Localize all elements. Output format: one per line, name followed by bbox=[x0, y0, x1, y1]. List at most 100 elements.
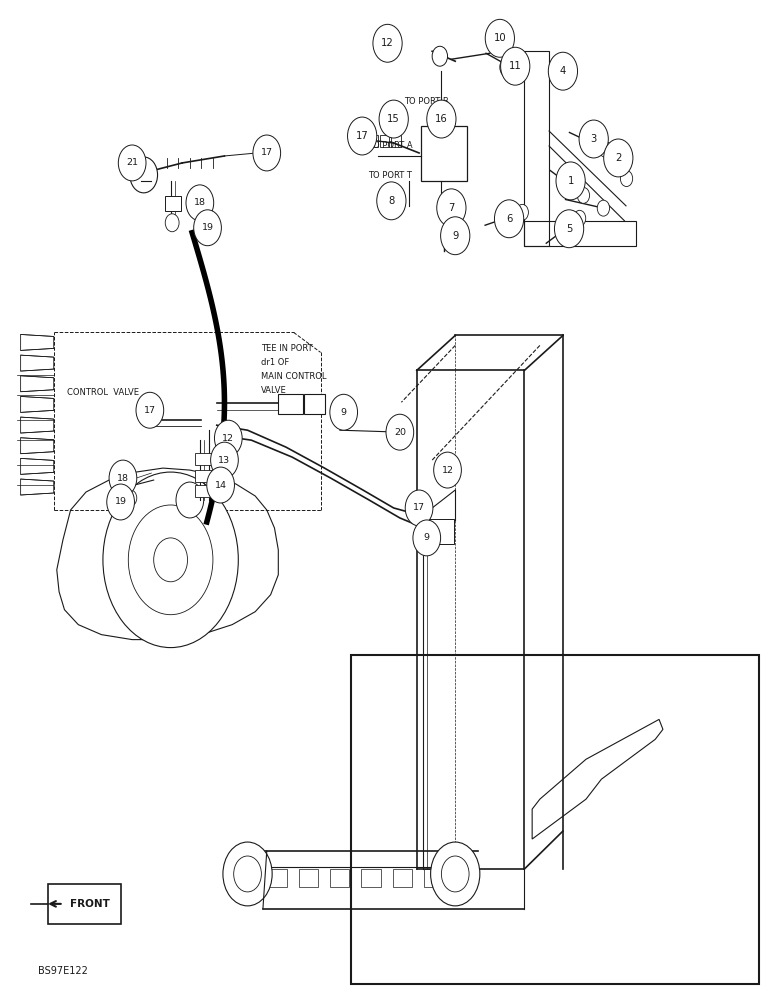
Text: 9: 9 bbox=[424, 533, 430, 542]
Text: MAIN CONTROL: MAIN CONTROL bbox=[262, 372, 327, 381]
Text: 16: 16 bbox=[435, 114, 448, 124]
Text: 4: 4 bbox=[560, 66, 566, 76]
Circle shape bbox=[577, 187, 590, 203]
Text: 9: 9 bbox=[452, 231, 459, 241]
Circle shape bbox=[579, 120, 608, 158]
Text: 1: 1 bbox=[567, 176, 574, 186]
Bar bbox=[165, 196, 181, 211]
Text: 3: 3 bbox=[591, 134, 597, 144]
Circle shape bbox=[574, 210, 586, 226]
Circle shape bbox=[109, 460, 137, 496]
Bar bbox=[48, 884, 120, 924]
Text: VALVE: VALVE bbox=[262, 386, 287, 395]
Circle shape bbox=[500, 47, 530, 85]
Bar bbox=[279, 394, 303, 414]
Text: 19: 19 bbox=[201, 223, 214, 232]
Circle shape bbox=[499, 57, 515, 77]
Circle shape bbox=[176, 482, 204, 518]
Circle shape bbox=[494, 200, 523, 238]
Text: TO PORT A: TO PORT A bbox=[368, 141, 413, 150]
Bar bbox=[455, 869, 475, 887]
Text: 8: 8 bbox=[388, 196, 394, 206]
Circle shape bbox=[347, 117, 377, 155]
Text: 18: 18 bbox=[117, 474, 129, 483]
Bar bbox=[419, 519, 454, 544]
Circle shape bbox=[207, 467, 235, 503]
Bar bbox=[267, 869, 286, 887]
Circle shape bbox=[486, 19, 514, 57]
Circle shape bbox=[128, 505, 213, 615]
Circle shape bbox=[386, 414, 414, 450]
Circle shape bbox=[437, 189, 466, 227]
Text: TO PORT B: TO PORT B bbox=[405, 97, 449, 106]
Text: CONTROL  VALVE: CONTROL VALVE bbox=[66, 388, 139, 397]
Circle shape bbox=[554, 210, 584, 248]
Text: 17: 17 bbox=[413, 503, 425, 512]
Circle shape bbox=[441, 217, 470, 255]
Text: 21: 21 bbox=[126, 158, 138, 167]
Text: 12: 12 bbox=[381, 38, 394, 48]
Bar bbox=[303, 394, 325, 414]
Circle shape bbox=[211, 442, 239, 478]
Circle shape bbox=[215, 420, 242, 456]
Circle shape bbox=[118, 145, 146, 181]
Circle shape bbox=[330, 394, 357, 430]
Circle shape bbox=[621, 171, 633, 187]
Text: 20: 20 bbox=[394, 428, 406, 437]
Bar bbox=[421, 126, 467, 181]
Text: dr1 OF: dr1 OF bbox=[262, 358, 290, 367]
Text: 6: 6 bbox=[506, 214, 513, 224]
Text: 10: 10 bbox=[493, 33, 506, 43]
Circle shape bbox=[130, 157, 157, 193]
Circle shape bbox=[234, 856, 262, 892]
Text: 9: 9 bbox=[340, 408, 347, 417]
Text: FRONT: FRONT bbox=[70, 899, 110, 909]
Text: 19: 19 bbox=[114, 497, 127, 506]
Bar bbox=[361, 869, 381, 887]
Text: TO PORT T: TO PORT T bbox=[368, 171, 412, 180]
Circle shape bbox=[124, 490, 137, 506]
Bar bbox=[380, 135, 389, 147]
Text: 17: 17 bbox=[144, 406, 156, 415]
Circle shape bbox=[516, 204, 528, 220]
Bar bbox=[391, 135, 401, 147]
Circle shape bbox=[599, 142, 611, 158]
Bar bbox=[117, 477, 132, 495]
Circle shape bbox=[548, 52, 577, 90]
Circle shape bbox=[107, 484, 134, 520]
Text: 11: 11 bbox=[509, 61, 522, 71]
Circle shape bbox=[165, 214, 179, 232]
Circle shape bbox=[373, 24, 402, 62]
Text: 15: 15 bbox=[388, 114, 400, 124]
Circle shape bbox=[604, 139, 633, 177]
Circle shape bbox=[379, 100, 408, 138]
Text: 14: 14 bbox=[215, 481, 227, 490]
Circle shape bbox=[154, 538, 188, 582]
Circle shape bbox=[194, 210, 222, 246]
Circle shape bbox=[186, 185, 214, 221]
Bar bbox=[351, 655, 759, 984]
Text: 18: 18 bbox=[194, 198, 206, 207]
Bar bbox=[195, 485, 212, 497]
Bar bbox=[524, 51, 549, 246]
Bar bbox=[195, 453, 212, 465]
Circle shape bbox=[223, 842, 273, 906]
Circle shape bbox=[413, 520, 441, 556]
Circle shape bbox=[377, 182, 406, 220]
Bar bbox=[424, 869, 443, 887]
Text: 12: 12 bbox=[442, 466, 453, 475]
Bar bbox=[299, 869, 318, 887]
Circle shape bbox=[253, 135, 280, 171]
Circle shape bbox=[405, 490, 433, 526]
Text: 7: 7 bbox=[449, 203, 455, 213]
Text: 2: 2 bbox=[615, 153, 621, 163]
Text: 5: 5 bbox=[566, 224, 572, 234]
Circle shape bbox=[136, 392, 164, 428]
Bar bbox=[524, 221, 636, 246]
Bar bbox=[195, 470, 212, 482]
Circle shape bbox=[556, 162, 585, 200]
Text: 17: 17 bbox=[261, 148, 273, 157]
Bar bbox=[330, 869, 349, 887]
Circle shape bbox=[431, 842, 480, 906]
Text: 13: 13 bbox=[218, 456, 231, 465]
